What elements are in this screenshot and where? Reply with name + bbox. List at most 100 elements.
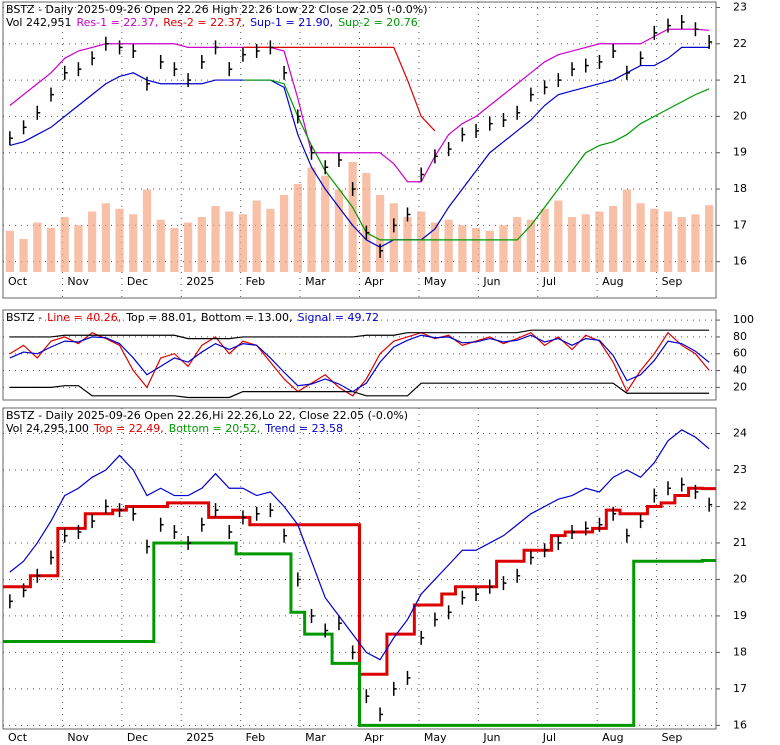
- volume-bar: [650, 208, 659, 272]
- x-tick-label: Jun: [482, 731, 500, 744]
- series-line: [242, 79, 710, 241]
- volume-bar: [142, 189, 152, 272]
- y-tick-label: 18: [733, 182, 747, 195]
- volume-label: Vol 242,951: [6, 16, 71, 29]
- volume-bar: [101, 203, 110, 272]
- series-line: [9, 329, 710, 340]
- panel-legend: Vol 24,295,100 Top = 22.49, Bottom = 20.52…: [6, 422, 343, 435]
- volume-bar: [471, 228, 481, 272]
- y-tick-label: 100: [733, 313, 754, 326]
- header-title: BSTZ - Daily 2025-09-26 Open 22.26 High …: [6, 3, 428, 16]
- x-tick-label: Feb: [246, 731, 265, 744]
- volume-bar: [74, 225, 83, 272]
- y-tick-label: 16: [733, 255, 747, 268]
- series-line: [9, 28, 710, 183]
- volume-bar: [663, 211, 673, 272]
- volume-bar: [375, 195, 385, 272]
- volume-bar: [156, 219, 165, 272]
- volume-bar: [115, 208, 124, 272]
- y-tick-label: 16: [733, 718, 747, 731]
- series-line: [9, 46, 710, 248]
- y-tick-label: 40: [733, 364, 747, 377]
- volume-bar: [691, 214, 700, 272]
- x-tick-label: 2025: [186, 275, 214, 288]
- x-tick-label: Apr: [365, 275, 385, 288]
- volume-bar: [609, 206, 618, 272]
- x-tick-label: Dec: [127, 731, 148, 744]
- x-tick-label: May: [424, 275, 447, 288]
- volume-bar: [554, 200, 563, 272]
- volume-bar: [225, 211, 234, 272]
- x-tick-label: Mar: [305, 275, 326, 288]
- x-tick-label: Oct: [8, 275, 28, 288]
- volume-bar: [677, 217, 686, 272]
- x-tick-label: Jul: [542, 731, 556, 744]
- volume-bar: [46, 228, 56, 272]
- x-tick-label: Sep: [662, 275, 683, 288]
- panel-header: BSTZ - Daily 2025-09-26 Open 22.26 High …: [6, 3, 428, 16]
- x-tick-label: Nov: [67, 731, 89, 744]
- volume-bar: [430, 222, 440, 272]
- y-tick-label: 22: [733, 37, 747, 50]
- volume-bar: [389, 203, 398, 272]
- volume-bar: [595, 211, 604, 272]
- header-title: BSTZ -: [6, 311, 42, 324]
- volume-bar: [183, 222, 193, 272]
- y-tick-label: 22: [733, 499, 747, 512]
- y-tick-label: 18: [733, 645, 747, 658]
- x-tick-label: Oct: [8, 731, 28, 744]
- x-tick-label: Aug: [602, 731, 623, 744]
- panel-legend: Vol 242,951 Res-1 = 22.37, Res-2 = 22.37, S…: [6, 16, 418, 29]
- y-tick-label: 23: [733, 0, 747, 13]
- y-tick-label: 23: [733, 463, 747, 476]
- x-tick-label: May: [424, 731, 447, 744]
- legend-entry: Bottom = 20.52,: [169, 422, 261, 435]
- series-line: [3, 541, 716, 727]
- volume-bar: [334, 189, 344, 272]
- x-tick-label: Dec: [127, 275, 148, 288]
- volume-bar: [211, 206, 220, 272]
- y-tick-label: 17: [733, 682, 747, 695]
- volume-bar: [622, 189, 631, 272]
- legend-entry: Line = 40.26,: [47, 311, 121, 324]
- volume-label: Vol 24,295,100: [6, 422, 89, 435]
- volume-bar: [513, 217, 522, 272]
- y-tick-label: 20: [733, 380, 747, 393]
- x-tick-label: Sep: [662, 731, 683, 744]
- x-tick-label: Jul: [542, 275, 556, 288]
- x-tick-label: Nov: [67, 275, 89, 288]
- legend-entry: Trend = 23.58: [264, 422, 343, 435]
- volume-bar: [279, 195, 289, 272]
- volume-bar: [444, 219, 453, 272]
- legend-entry: Res-2 = 22.37,: [163, 16, 245, 29]
- y-tick-label: 19: [733, 609, 747, 622]
- x-tick-label: 2025: [186, 731, 214, 744]
- series-line: [9, 382, 710, 399]
- x-tick-label: Feb: [246, 275, 265, 288]
- volume-bar: [485, 230, 494, 272]
- volume-bar: [636, 203, 645, 272]
- panel-header: BSTZ - Daily 2025-09-26 Open 22.26,Hi 22…: [6, 409, 408, 422]
- legend-entry: Top = 88.01,: [125, 311, 196, 324]
- y-tick-label: 17: [733, 218, 747, 231]
- volume-bar: [5, 230, 14, 272]
- x-tick-label: Aug: [602, 275, 623, 288]
- volume-bar: [567, 217, 577, 272]
- volume-bar: [362, 173, 371, 272]
- series-line: [3, 486, 716, 676]
- legend-entry: Sup-1 = 21.90,: [250, 16, 333, 29]
- y-tick-label: 80: [733, 330, 747, 343]
- volume-bar: [252, 200, 261, 272]
- volume-bar: [705, 205, 714, 272]
- x-tick-label: Mar: [305, 731, 326, 744]
- volume-bar: [88, 211, 97, 272]
- volume-bar: [458, 225, 467, 272]
- series-line: [9, 334, 710, 393]
- header-title: BSTZ - Daily 2025-09-26 Open 22.26,Hi 22…: [6, 409, 408, 422]
- volume-bar: [266, 208, 275, 272]
- volume-bar: [581, 214, 590, 272]
- volume-bar: [238, 214, 248, 272]
- volume-bar: [540, 208, 549, 272]
- x-tick-label: Apr: [365, 731, 385, 744]
